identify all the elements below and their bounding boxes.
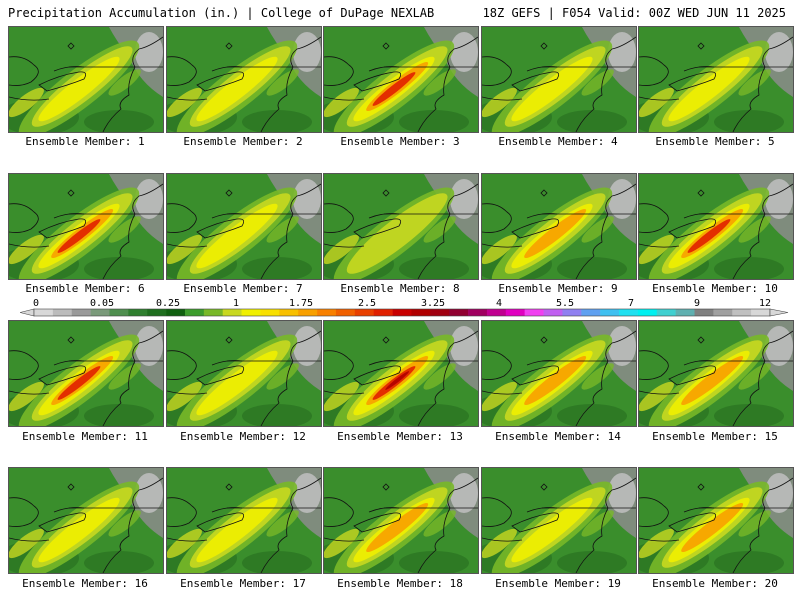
colorbar-segment bbox=[524, 309, 544, 316]
colorbar-tick-label: 5.5 bbox=[556, 298, 574, 309]
ensemble-map-panel bbox=[323, 173, 479, 280]
ensemble-member-label: Ensemble Member: 5 bbox=[655, 135, 775, 148]
ensemble-map-panel bbox=[8, 320, 164, 427]
colorbar-right-arrow bbox=[769, 308, 789, 317]
colorbar-segment bbox=[543, 309, 563, 316]
colorbar-segment bbox=[184, 309, 205, 316]
colorbar-segment bbox=[468, 309, 488, 316]
ensemble-member-label: Ensemble Member: 10 bbox=[652, 282, 778, 295]
colorbar-segment bbox=[52, 309, 73, 316]
colorbar-segment bbox=[166, 309, 186, 316]
colorbar-segment bbox=[656, 309, 676, 316]
colorbar-tick-label: 0.25 bbox=[156, 298, 180, 309]
colorbar-segment bbox=[147, 309, 167, 316]
precipitation-colorbar: 0 0.05 0.25 1 1.75 2.5 3.25 4 5.5 7 9 12 bbox=[20, 298, 789, 317]
colorbar-segment bbox=[354, 309, 374, 316]
ensemble-map-panel bbox=[638, 173, 794, 280]
colorbar-segment bbox=[713, 309, 733, 316]
colorbar-segment bbox=[90, 309, 110, 316]
ensemble-map-panel bbox=[638, 467, 794, 574]
model-run-info: 18Z GEFS | F054 Valid: 00Z WED JUN 11 20… bbox=[482, 6, 786, 20]
colorbar-tick-label: 1 bbox=[233, 298, 239, 309]
ensemble-map-panel bbox=[481, 173, 637, 280]
colorbar-segment bbox=[203, 309, 224, 316]
colorbar-tick-label: 4 bbox=[496, 298, 502, 309]
ensemble-member-label: Ensemble Member: 16 bbox=[22, 577, 148, 590]
colorbar-segment bbox=[675, 309, 695, 316]
colorbar-segment bbox=[260, 309, 280, 316]
colorbar-segment bbox=[486, 309, 507, 316]
colorbar-segment bbox=[581, 309, 601, 316]
ensemble-member-label: Ensemble Member: 3 bbox=[340, 135, 460, 148]
colorbar-segment bbox=[751, 309, 771, 316]
ensemble-map-panel bbox=[8, 26, 164, 133]
colorbar-segment bbox=[411, 309, 431, 316]
ensemble-map-panel bbox=[166, 320, 322, 427]
ensemble-map-panel bbox=[481, 320, 637, 427]
colorbar-tick-label: 0 bbox=[33, 298, 39, 309]
ensemble-map-panel bbox=[481, 26, 637, 133]
ensemble-map-panel bbox=[323, 467, 479, 574]
colorbar-segment bbox=[732, 309, 752, 316]
colorbar-tick-label: 9 bbox=[694, 298, 700, 309]
colorbar-segment bbox=[449, 309, 469, 316]
colorbar-segment bbox=[298, 309, 318, 316]
ensemble-member-label: Ensemble Member: 2 bbox=[183, 135, 303, 148]
ensemble-member-label: Ensemble Member: 12 bbox=[180, 430, 306, 443]
colorbar-left-arrow bbox=[20, 308, 35, 317]
ensemble-member-label: Ensemble Member: 11 bbox=[22, 430, 148, 443]
colorbar-segment bbox=[128, 309, 148, 316]
ensemble-member-label: Ensemble Member: 15 bbox=[652, 430, 778, 443]
colorbar-segment bbox=[241, 309, 261, 316]
ensemble-map-panel bbox=[166, 173, 322, 280]
colorbar-tick-label: 3.25 bbox=[421, 298, 445, 309]
colorbar-tick-label: 12 bbox=[759, 298, 771, 309]
colorbar-segment bbox=[71, 309, 91, 316]
colorbar-segment bbox=[109, 309, 129, 316]
ensemble-map-panel bbox=[8, 173, 164, 280]
ensemble-map-panel bbox=[481, 467, 637, 574]
ensemble-member-label: Ensemble Member: 19 bbox=[495, 577, 621, 590]
ensemble-member-label: Ensemble Member: 18 bbox=[337, 577, 463, 590]
ensemble-member-label: Ensemble Member: 9 bbox=[498, 282, 618, 295]
colorbar-segment bbox=[637, 309, 658, 316]
colorbar-tick-label: 1.75 bbox=[289, 298, 313, 309]
colorbar-segment bbox=[430, 309, 450, 316]
ensemble-map-panel bbox=[323, 320, 479, 427]
colorbar-tick-label: 7 bbox=[628, 298, 634, 309]
colorbar-segment bbox=[373, 309, 393, 316]
ensemble-map-panel bbox=[323, 26, 479, 133]
ensemble-member-label: Ensemble Member: 13 bbox=[337, 430, 463, 443]
ensemble-member-label: Ensemble Member: 7 bbox=[183, 282, 303, 295]
ensemble-member-label: Ensemble Member: 6 bbox=[25, 282, 145, 295]
colorbar-tick-label: 0.05 bbox=[90, 298, 114, 309]
colorbar-segment bbox=[279, 309, 299, 316]
ensemble-member-label: Ensemble Member: 8 bbox=[340, 282, 460, 295]
ensemble-map-panel bbox=[638, 320, 794, 427]
ensemble-member-label: Ensemble Member: 20 bbox=[652, 577, 778, 590]
colorbar-segment bbox=[392, 309, 412, 316]
ensemble-member-label: Ensemble Member: 4 bbox=[498, 135, 618, 148]
ensemble-map-panel bbox=[166, 467, 322, 574]
ensemble-map-panel bbox=[8, 467, 164, 574]
colorbar-segment bbox=[505, 309, 525, 316]
colorbar-segment bbox=[335, 309, 356, 316]
ensemble-map-panel bbox=[166, 26, 322, 133]
colorbar-segment bbox=[222, 309, 242, 316]
colorbar-segment bbox=[34, 309, 54, 316]
ensemble-member-label: Ensemble Member: 1 bbox=[25, 135, 145, 148]
ensemble-map-panel bbox=[638, 26, 794, 133]
colorbar-segment bbox=[694, 309, 714, 316]
ensemble-member-label: Ensemble Member: 17 bbox=[180, 577, 306, 590]
colorbar-segment bbox=[619, 309, 639, 316]
colorbar-tick-label: 2.5 bbox=[358, 298, 376, 309]
ensemble-member-label: Ensemble Member: 14 bbox=[495, 430, 621, 443]
colorbar-segment bbox=[562, 309, 582, 316]
colorbar-segment bbox=[600, 309, 620, 316]
page-title: Precipitation Accumulation (in.) | Colle… bbox=[8, 6, 435, 20]
colorbar-segment bbox=[317, 309, 337, 316]
